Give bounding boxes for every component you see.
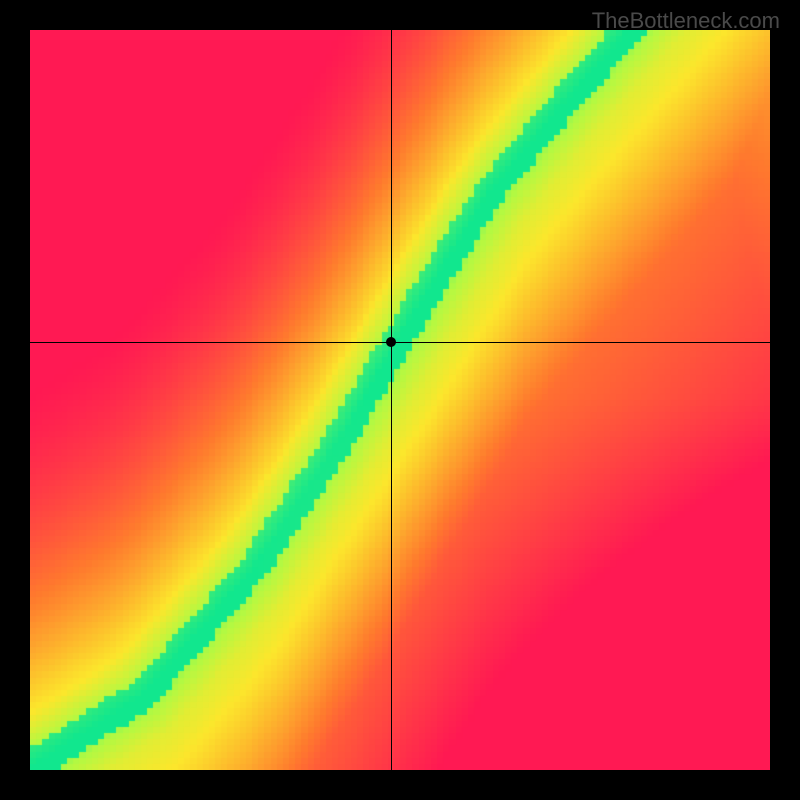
selection-marker	[386, 337, 396, 347]
watermark-text: TheBottleneck.com	[592, 8, 780, 34]
bottleneck-heatmap	[30, 30, 770, 770]
crosshair-vertical	[391, 30, 392, 770]
crosshair-horizontal	[30, 342, 770, 343]
chart-container: TheBottleneck.com	[0, 0, 800, 800]
plot-area	[30, 30, 770, 770]
